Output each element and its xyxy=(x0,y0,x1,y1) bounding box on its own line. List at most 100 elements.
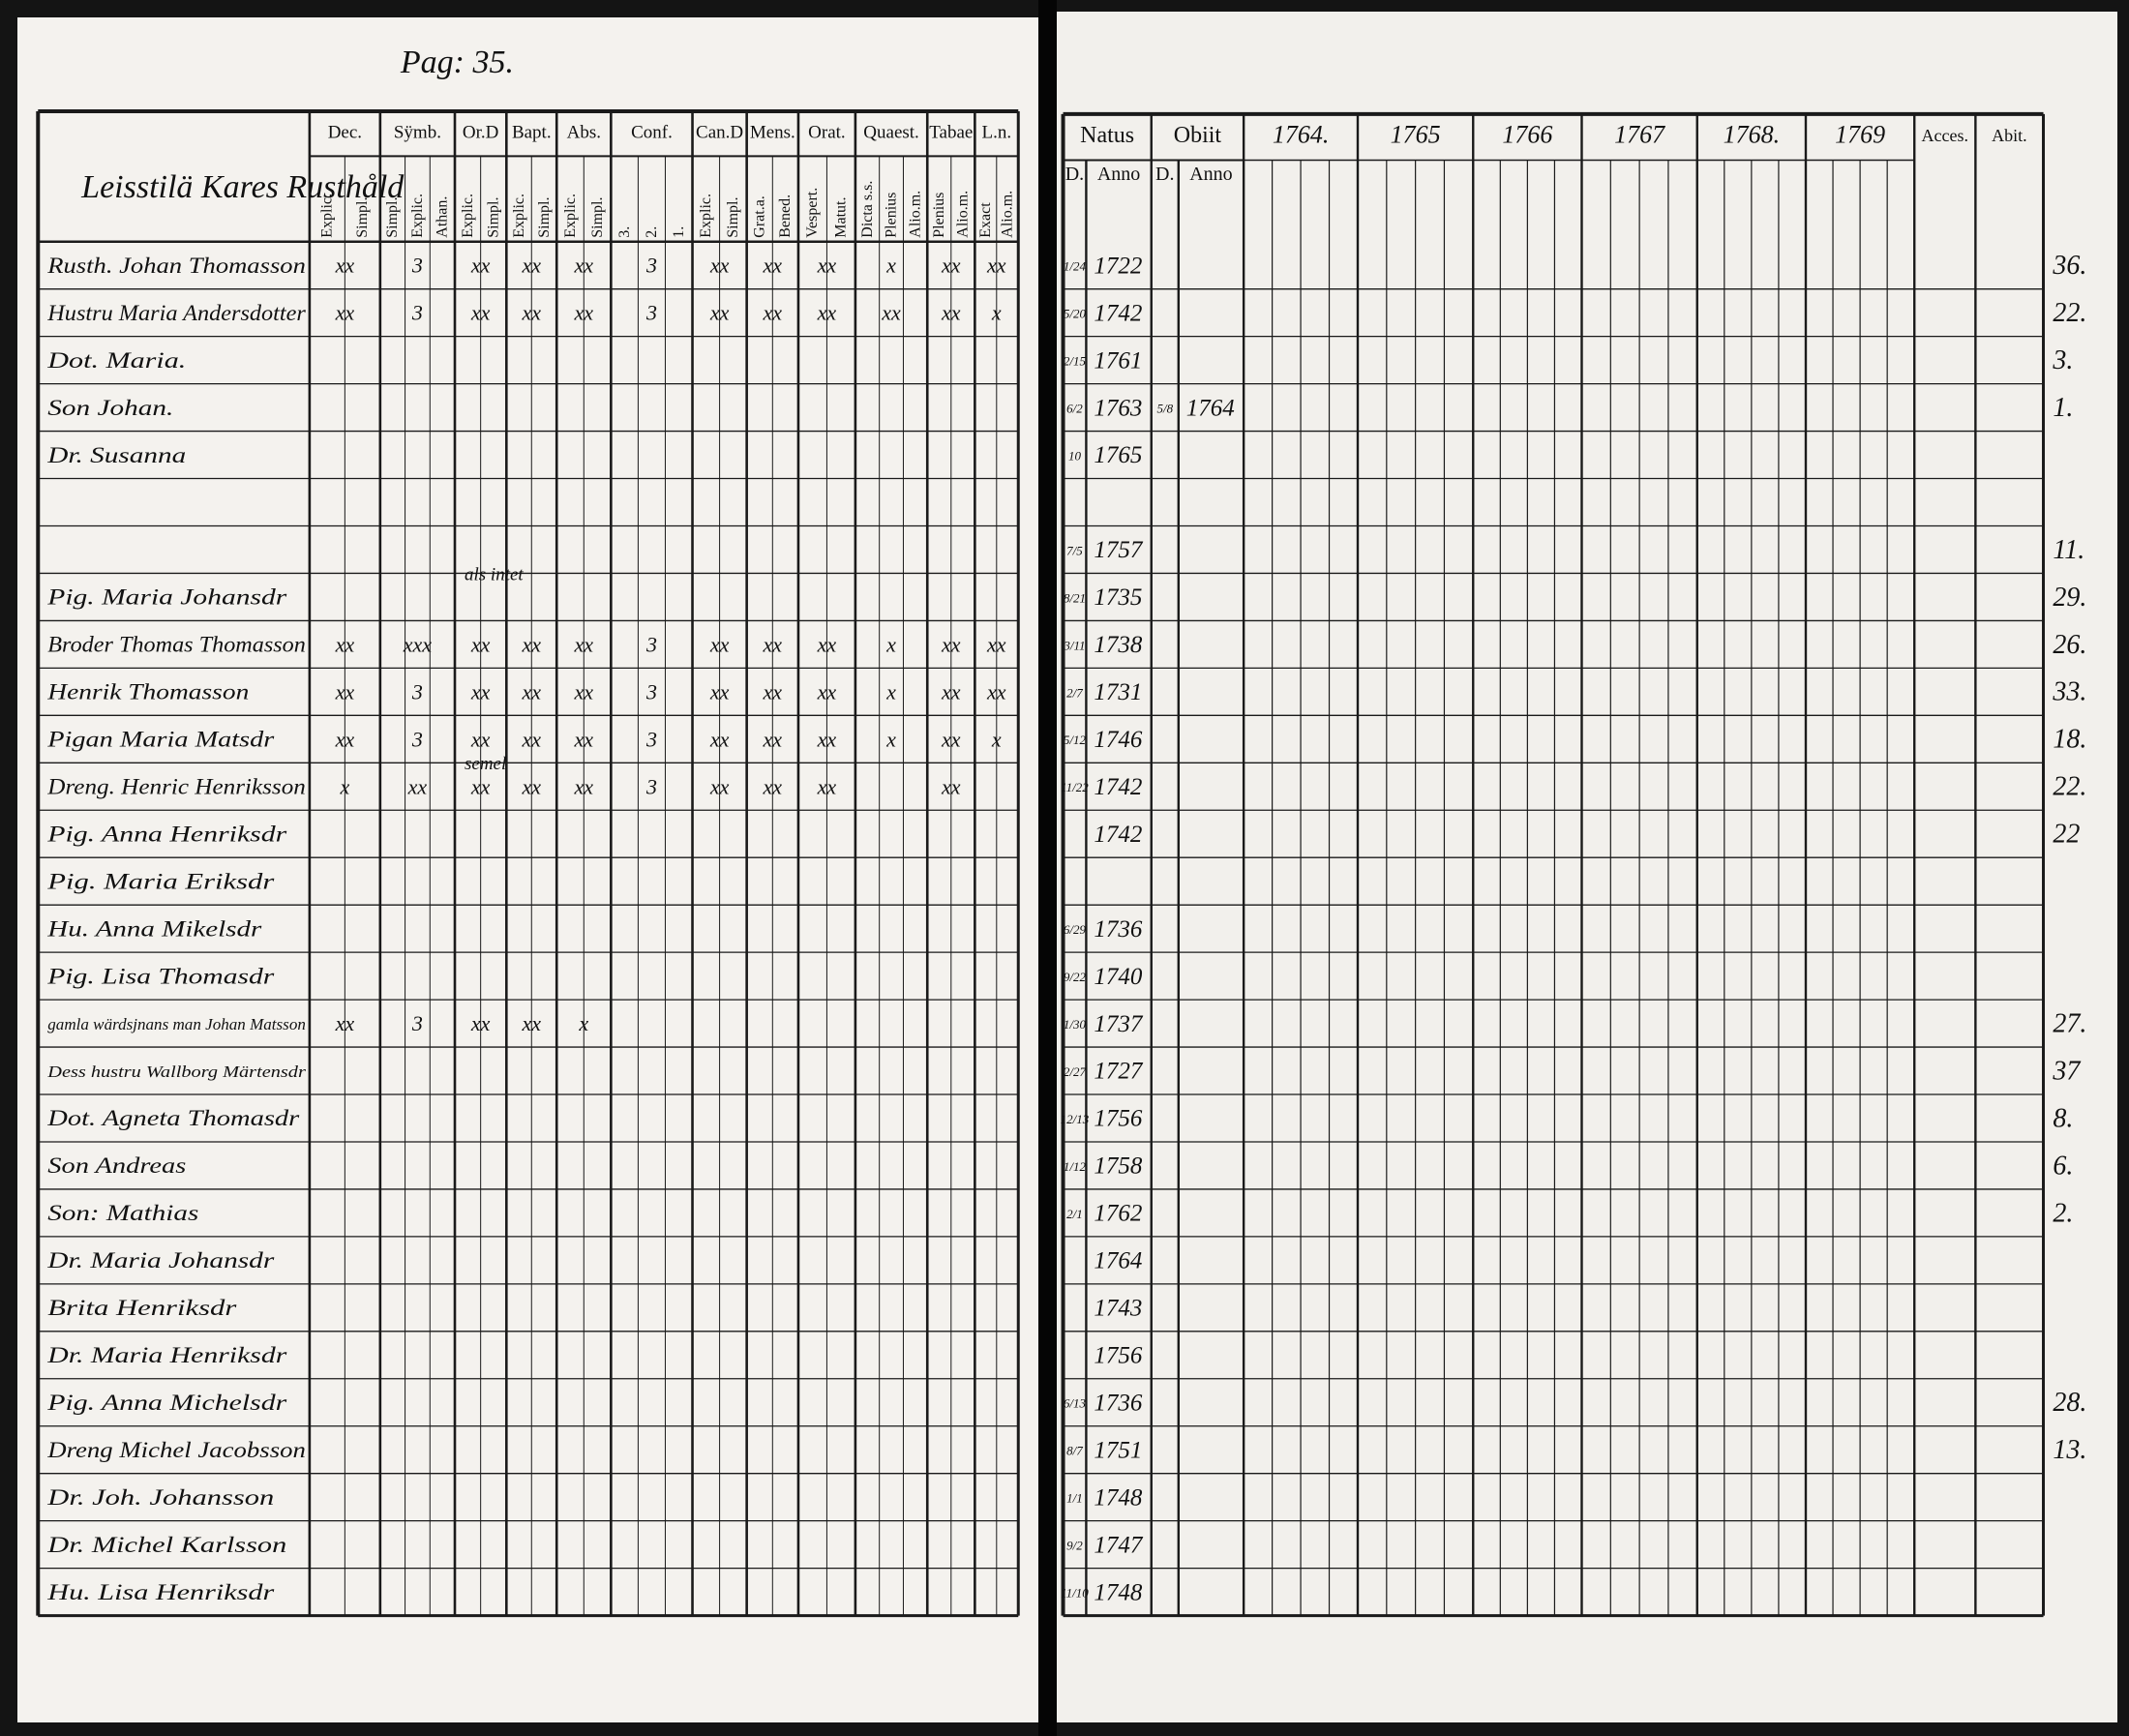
birth-day: 10 xyxy=(1068,448,1082,463)
birth-day: 1/1 xyxy=(1066,1491,1083,1506)
person-name: Pig. Maria Eriksdr xyxy=(46,869,276,893)
exam-mark: xx xyxy=(522,774,542,798)
person-name: Dr. Susanna xyxy=(46,443,186,467)
exam-mark: 3 xyxy=(645,679,657,703)
column-group: Or.D xyxy=(463,123,498,143)
exam-mark: 3 xyxy=(411,301,423,325)
exam-mark: xx xyxy=(470,1011,491,1035)
column-group: L.n. xyxy=(981,123,1011,143)
birth-year: 1748 xyxy=(1094,1484,1143,1511)
birth-year: 1748 xyxy=(1094,1579,1143,1605)
column-sub: Explic. xyxy=(698,194,714,238)
exam-mark: xx xyxy=(817,679,837,703)
exam-mark: xx xyxy=(763,679,783,703)
birth-year: 1758 xyxy=(1094,1153,1143,1180)
birth-year: 1731 xyxy=(1094,679,1142,705)
person-name: Pig. Anna Michelsdr xyxy=(46,1391,288,1415)
age: 36. xyxy=(2052,251,2086,281)
person-name: Pig. Anna Henriksdr xyxy=(46,822,288,846)
exam-mark: xx xyxy=(881,301,901,325)
exam-mark: xx xyxy=(941,632,961,656)
right-leaf xyxy=(1057,12,2117,1722)
birth-day: 7/5 xyxy=(1066,543,1083,557)
birth-day: 3/11 xyxy=(1063,638,1085,652)
year-header: 1765 xyxy=(1391,121,1441,149)
exam-mark: xx xyxy=(574,254,594,278)
natus-header: Natus xyxy=(1080,123,1134,148)
age: 6. xyxy=(2053,1151,2073,1181)
year-header: 1767 xyxy=(1614,121,1665,149)
age: 8. xyxy=(2053,1103,2073,1133)
birth-year: 1735 xyxy=(1094,584,1142,611)
column-sub: Matut. xyxy=(833,197,850,238)
birth-year: 1764 xyxy=(1094,1248,1142,1274)
column-sub: Dicta s.s. xyxy=(859,181,876,238)
exam-mark: xx xyxy=(763,774,783,798)
sub-header: D. xyxy=(1155,164,1174,185)
exam-mark: xx xyxy=(574,774,594,798)
person-name: Dr. Joh. Johansson xyxy=(46,1485,274,1510)
age: 18. xyxy=(2053,725,2086,755)
year-header: 1769 xyxy=(1835,121,1885,149)
age: 28. xyxy=(2053,1388,2086,1418)
exam-mark: 3 xyxy=(411,679,423,703)
birth-day: 2/15 xyxy=(1064,354,1087,369)
column-group: Abs. xyxy=(567,123,601,143)
exam-mark: xx xyxy=(709,632,730,656)
exam-mark: xx xyxy=(709,774,730,798)
birth-day: 6/2 xyxy=(1066,402,1083,416)
person-name: Dot. Agneta Thomasdr xyxy=(46,1106,301,1130)
birth-day: 2/7 xyxy=(1066,685,1083,700)
birth-day: 1/24 xyxy=(1064,259,1087,274)
birth-day: 12/13 xyxy=(1061,1112,1090,1126)
birth-day: 1/30 xyxy=(1064,1017,1087,1032)
year-header: 1766 xyxy=(1502,121,1552,149)
column-sub: 2. xyxy=(644,226,660,238)
birth-year: 1756 xyxy=(1094,1106,1143,1132)
column-group: Tabae xyxy=(929,123,973,143)
age: 11. xyxy=(2053,535,2084,565)
age: 29. xyxy=(2053,583,2086,613)
column-group: Dec. xyxy=(328,123,362,143)
gutter xyxy=(1038,0,1057,1736)
exam-mark: xx xyxy=(470,774,491,798)
death-day: 5/8 xyxy=(1156,402,1173,416)
age: 22 xyxy=(2053,820,2080,850)
column-sub: Athan. xyxy=(435,196,451,238)
exam-mark: xx xyxy=(470,679,491,703)
column-sub: Simpl. xyxy=(725,196,741,237)
sub-header: Anno xyxy=(1097,164,1140,185)
birth-day: 6/29 xyxy=(1064,922,1087,937)
exam-mark: xx xyxy=(522,679,542,703)
exam-mark: xx xyxy=(335,727,355,751)
column-sub: 1. xyxy=(671,226,687,238)
exam-mark: xx xyxy=(941,774,961,798)
birth-year: 1757 xyxy=(1094,537,1144,563)
exam-mark: xx xyxy=(522,632,542,656)
exam-mark: xx xyxy=(941,679,961,703)
birth-year: 1747 xyxy=(1094,1532,1144,1558)
exam-mark: x xyxy=(991,727,1002,751)
year-header: 1764. xyxy=(1273,121,1330,149)
birth-year: 1765 xyxy=(1094,442,1142,468)
birth-year: 1737 xyxy=(1094,1011,1144,1037)
exam-mark: xx xyxy=(763,254,783,278)
annotation: semel xyxy=(465,754,506,774)
exam-mark: x xyxy=(885,727,896,751)
death-year: 1764 xyxy=(1186,395,1235,421)
person-name: Brita Henriksdr xyxy=(47,1296,237,1320)
column-sub: Alio.m. xyxy=(955,191,972,238)
acces-header: Acces. xyxy=(1922,126,1968,145)
person-name: Hu. Anna Mikelsdr xyxy=(46,916,263,941)
column-group: Mens. xyxy=(750,123,795,143)
exam-mark: xx xyxy=(763,632,783,656)
birth-year: 1743 xyxy=(1094,1296,1142,1322)
person-name: Dr. Maria Johansdr xyxy=(46,1248,276,1272)
exam-mark: xx xyxy=(522,727,542,751)
column-sub: Simpl. xyxy=(536,196,553,237)
exam-mark: xx xyxy=(986,632,1006,656)
exam-mark: xx xyxy=(817,254,837,278)
column-sub: Simpl. xyxy=(589,196,606,237)
column-sub: Simpl. xyxy=(354,196,371,237)
exam-mark: xx xyxy=(335,254,355,278)
